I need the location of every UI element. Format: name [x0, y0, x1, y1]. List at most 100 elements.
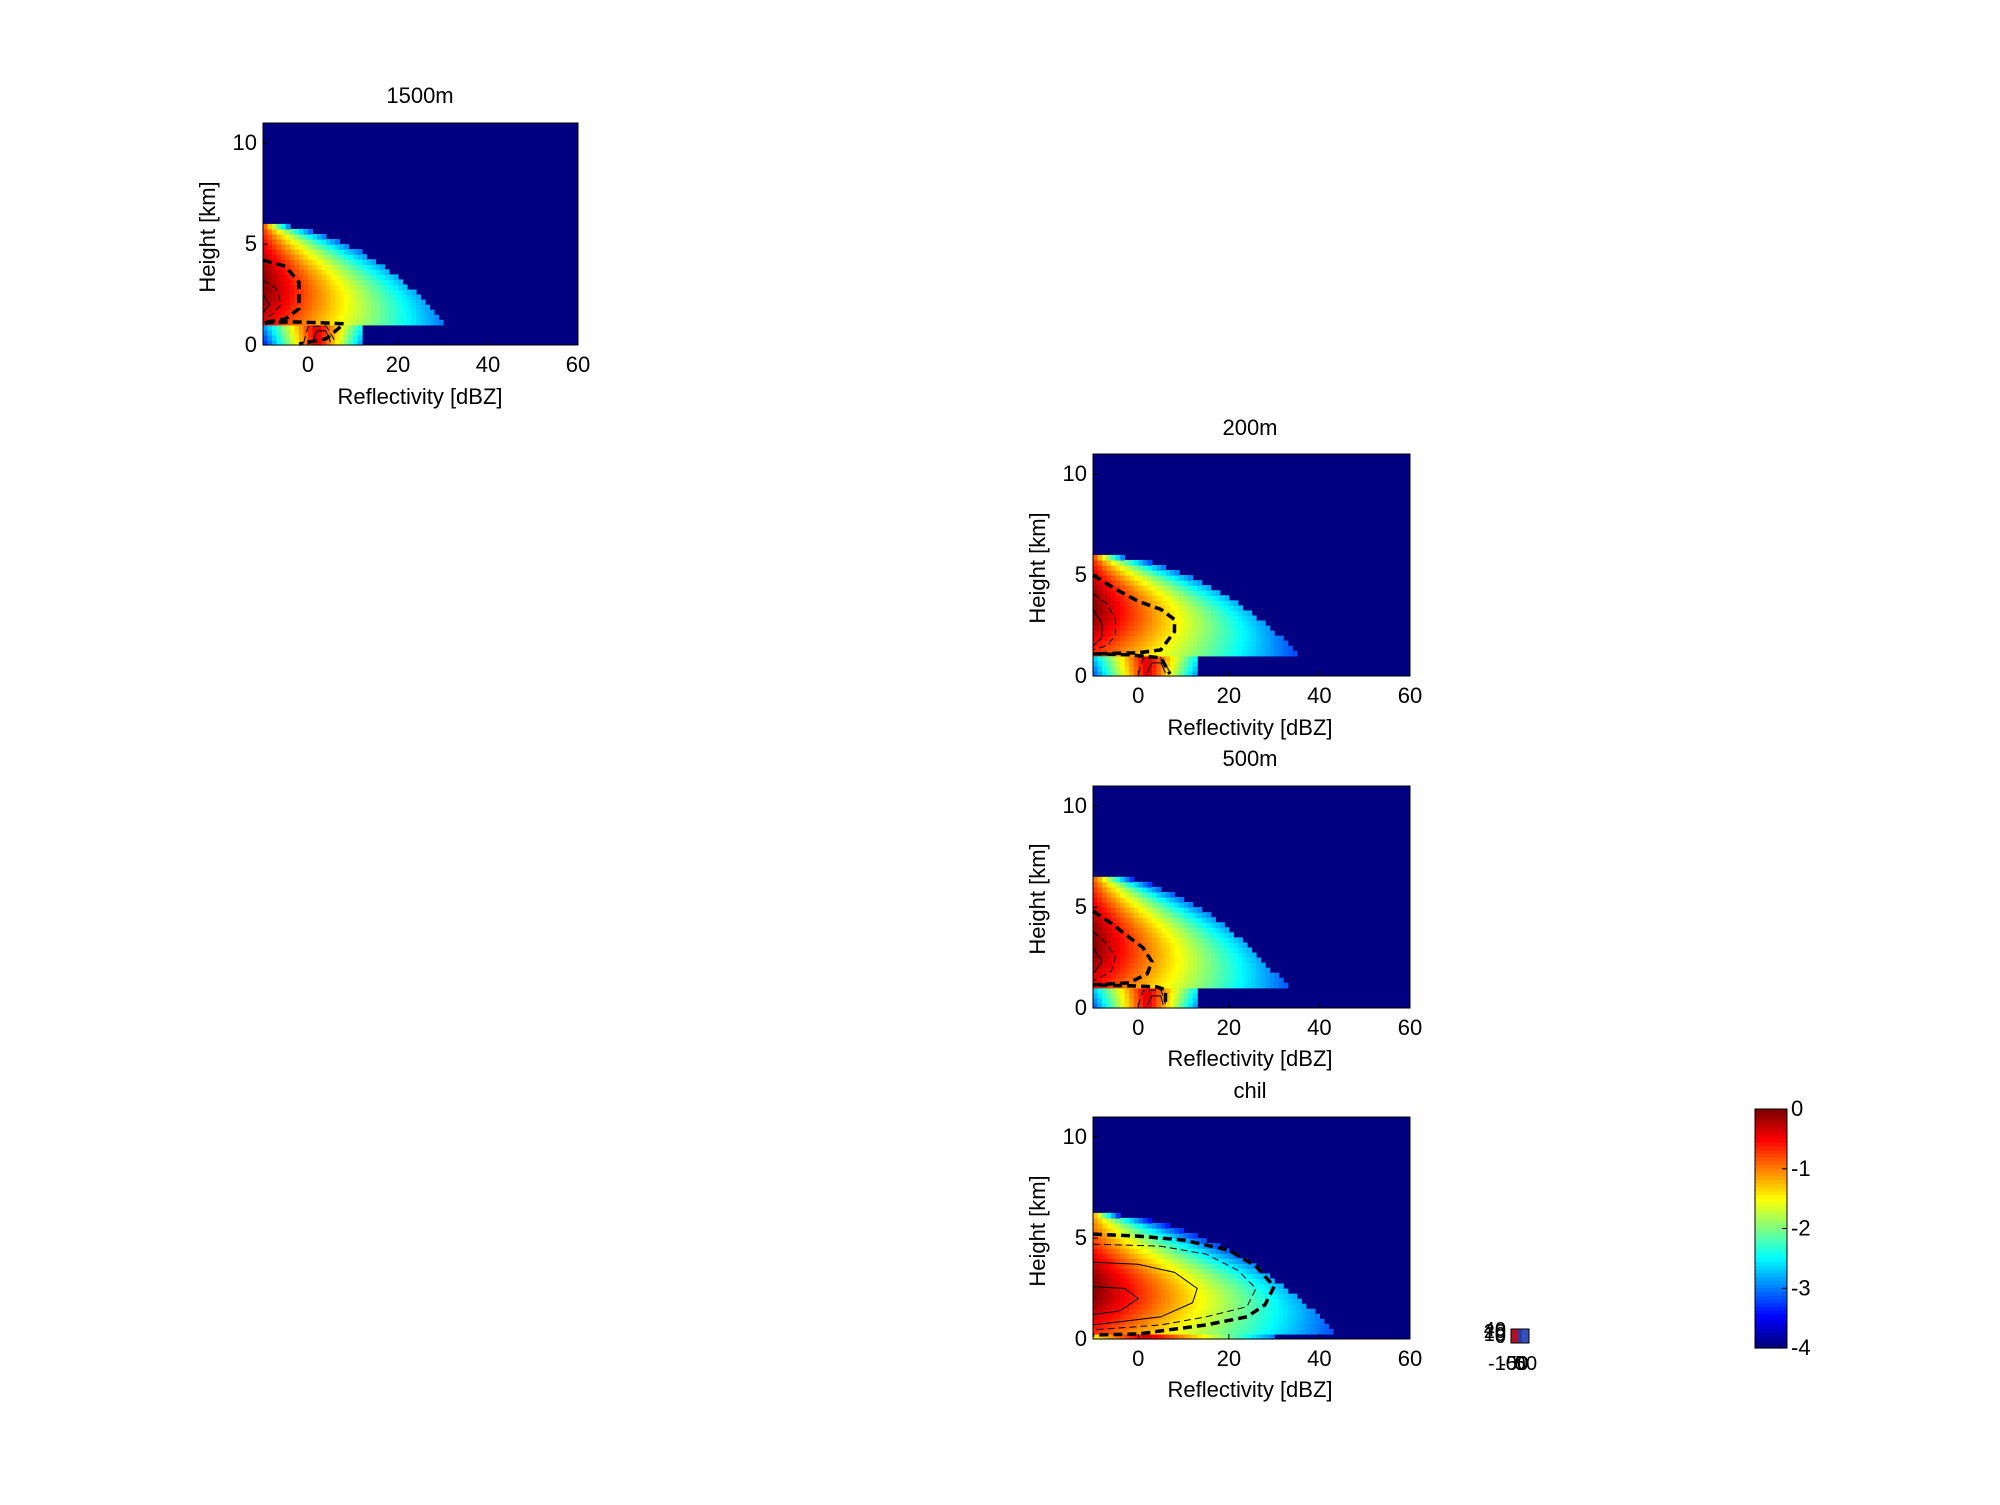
heatmap-cell	[1102, 585, 1108, 591]
heatmap-cell	[1192, 942, 1198, 949]
heatmap-cell	[1179, 897, 1185, 903]
heatmap-cell	[357, 334, 363, 341]
heatmap-cell	[1256, 1283, 1262, 1290]
heatmap-cell	[1169, 1233, 1176, 1239]
heatmap-cell	[276, 228, 282, 235]
panel-1500m-title: 1500m	[386, 83, 453, 108]
heatmap-cell	[1093, 1273, 1099, 1280]
heatmap-cell	[1147, 1002, 1153, 1009]
heatmap-cell	[1147, 610, 1153, 617]
heatmap-cell	[1165, 962, 1171, 969]
heatmap-cell	[1160, 625, 1167, 632]
heatmap-cell	[407, 294, 413, 301]
heatmap-cell	[1242, 977, 1248, 984]
heatmap-cell	[1215, 967, 1221, 974]
heatmap-cell	[1278, 982, 1284, 989]
heatmap-cell	[1215, 942, 1221, 949]
heatmap-cell	[1165, 957, 1171, 964]
heatmap-cell	[1233, 1278, 1239, 1285]
heatmap-cell	[1160, 670, 1167, 677]
y-tick-label: 10	[1063, 461, 1087, 486]
heatmap-cell	[290, 239, 296, 245]
heatmap-cell	[1111, 1258, 1117, 1264]
heatmap-cell	[1188, 665, 1194, 672]
heatmap-cell	[1165, 891, 1171, 898]
heatmap-cell	[375, 319, 381, 326]
heatmap-cell	[303, 294, 309, 301]
heatmap-cell	[1183, 962, 1189, 969]
heatmap-cell	[1156, 967, 1162, 974]
heatmap-cell	[1129, 912, 1135, 918]
heatmap-cell	[1129, 977, 1135, 984]
heatmap-cell	[1129, 1293, 1135, 1300]
heatmap-cell	[1151, 1283, 1157, 1290]
heatmap-cell	[438, 319, 444, 326]
heatmap-cell	[1129, 992, 1135, 999]
heatmap-cell	[1142, 937, 1148, 944]
heatmap-cell	[1237, 625, 1244, 632]
heatmap-cell	[1215, 972, 1221, 979]
heatmap-cell	[1160, 630, 1167, 637]
heatmap-cell	[1124, 1258, 1130, 1264]
heatmap-cell	[1269, 640, 1275, 647]
heatmap-cell	[1147, 1253, 1153, 1259]
heatmap-cell	[1165, 1293, 1171, 1300]
heatmap-cell	[263, 269, 269, 275]
x-tick-label: 40	[476, 352, 500, 377]
heatmap-cell	[1138, 1288, 1144, 1295]
heatmap-cell	[1160, 635, 1167, 642]
heatmap-cell	[272, 279, 278, 286]
heatmap-cell	[1174, 957, 1180, 964]
heatmap-cell	[1265, 640, 1271, 647]
heatmap-cell	[1269, 1333, 1275, 1340]
heatmap-cell	[1169, 625, 1176, 632]
heatmap-cell	[1147, 645, 1153, 652]
heatmap-cell	[1124, 937, 1130, 944]
heatmap-cell	[362, 274, 368, 281]
heatmap-cell	[1210, 1248, 1216, 1254]
heatmap-cell	[1188, 1238, 1194, 1244]
heatmap-cell	[1156, 580, 1162, 586]
heatmap-cell	[1179, 1258, 1185, 1264]
heatmap-cell	[1278, 1303, 1284, 1310]
heatmap-cell	[1138, 575, 1144, 581]
heatmap-cell	[1147, 937, 1153, 944]
heatmap-cell	[1210, 1318, 1216, 1325]
heatmap-cell	[1210, 630, 1216, 637]
heatmap-cell	[1106, 1333, 1112, 1340]
heatmap-cell	[371, 289, 377, 296]
heatmap-cell	[1179, 645, 1185, 652]
heatmap-cell	[276, 274, 282, 281]
heatmap-cell	[1160, 595, 1167, 601]
heatmap-cell	[1219, 605, 1225, 612]
heatmap-cell	[1215, 1278, 1221, 1285]
heatmap-cell	[299, 329, 305, 336]
heatmap-cell	[1174, 1258, 1180, 1264]
heatmap-cell	[326, 304, 332, 311]
heatmap-cell	[1142, 1323, 1148, 1330]
heatmap-cell	[1115, 962, 1121, 969]
heatmap-cell	[312, 339, 318, 346]
heatmap-cell	[1215, 650, 1221, 657]
heatmap-cell	[1151, 1278, 1157, 1285]
heatmap-cell	[1169, 660, 1176, 667]
heatmap-cell	[1106, 907, 1112, 913]
heatmap-cell	[1192, 1253, 1198, 1259]
heatmap-cell	[290, 228, 296, 235]
heatmap-cell	[1265, 630, 1271, 637]
heatmap-cell	[1188, 912, 1194, 918]
heatmap-cell	[1174, 620, 1180, 627]
heatmap-cell	[1115, 1233, 1121, 1239]
heatmap-cell	[1237, 1283, 1244, 1290]
heatmap-cell	[1174, 912, 1180, 918]
heatmap-cell	[1129, 1313, 1135, 1320]
heatmap-cells	[263, 123, 578, 346]
panel-500m-title: 500m	[1222, 746, 1277, 771]
heatmap-cell	[1219, 937, 1225, 944]
heatmap-cell	[1147, 1217, 1153, 1224]
heatmap-cell	[1283, 650, 1289, 657]
heatmap-cell	[1179, 620, 1185, 627]
colorbar-swatch	[1755, 1202, 1787, 1207]
heatmap-cell	[1183, 997, 1189, 1004]
heatmap-cell	[1251, 1318, 1257, 1325]
